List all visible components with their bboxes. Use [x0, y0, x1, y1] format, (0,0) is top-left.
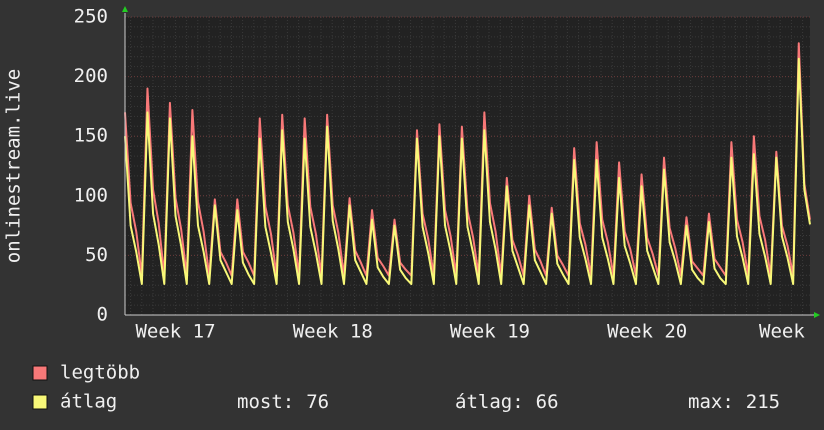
x-tick-label: Week 19 [450, 321, 530, 343]
stat-value: 76 [306, 391, 329, 413]
y-tick-label: 250 [74, 6, 108, 28]
y-tick-label: 50 [85, 244, 108, 266]
stat: most: 76 [237, 391, 329, 413]
legend-label: legtöbb [60, 362, 140, 384]
x-tick-label: Week 20 [607, 321, 687, 343]
legend-label: átlag [60, 391, 117, 413]
stat-value: 215 [746, 391, 780, 413]
x-tick-label: Week [759, 321, 805, 343]
legend-swatch [32, 394, 48, 410]
stat-value: 66 [536, 391, 559, 413]
stat: átlag: 66 [455, 391, 559, 413]
y-tick-label: 150 [74, 125, 108, 147]
y-axis-label: onlinestream.live [3, 69, 25, 263]
axis-arrow [814, 312, 820, 318]
stat-label: átlag: [455, 391, 524, 413]
series-line [124, 57, 811, 286]
stat-label: most: [237, 391, 294, 413]
y-tick-label: 0 [97, 304, 108, 326]
axis-arrow [122, 6, 128, 12]
legend-swatch [32, 365, 48, 381]
stat: max: 215 [688, 391, 780, 413]
x-tick-label: Week 17 [135, 321, 215, 343]
y-tick-label: 200 [74, 65, 108, 87]
stat-label: max: [688, 391, 734, 413]
x-tick-label: Week 18 [293, 321, 373, 343]
y-tick-label: 100 [74, 184, 108, 206]
